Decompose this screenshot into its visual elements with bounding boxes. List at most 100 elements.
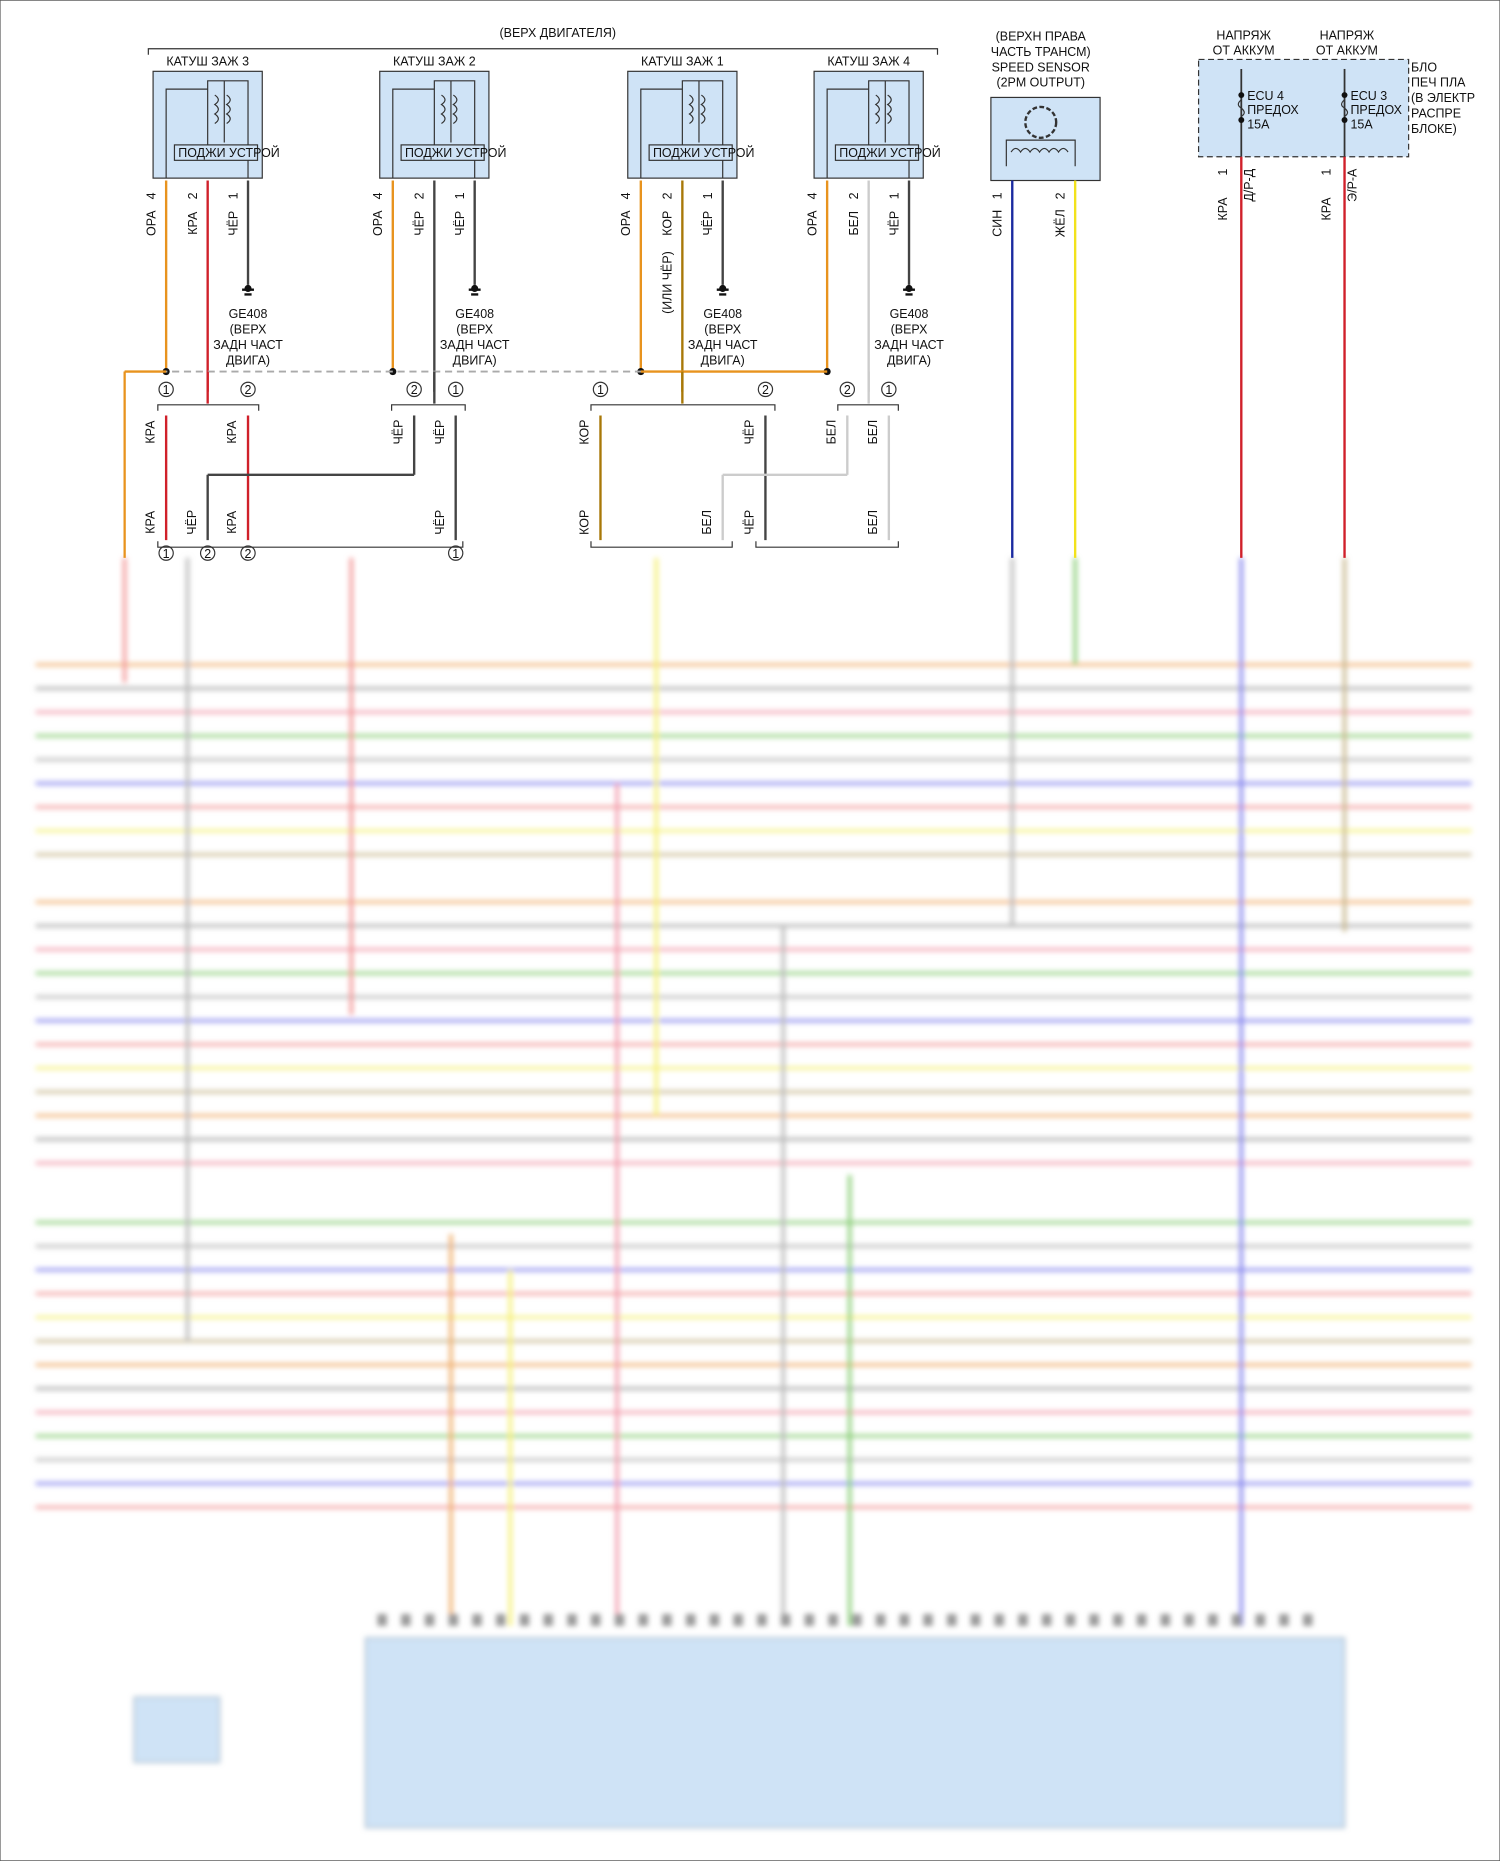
device-bg xyxy=(400,144,485,161)
label: ДВИГА) xyxy=(453,353,497,367)
pin xyxy=(1184,1614,1194,1626)
ecu-box xyxy=(364,1637,1346,1829)
label: 1 xyxy=(453,192,467,199)
pin xyxy=(1160,1614,1171,1626)
pin xyxy=(1208,1614,1218,1626)
label: 1 xyxy=(452,547,459,561)
label: 1 xyxy=(887,192,901,199)
pin xyxy=(1089,1614,1099,1626)
bracket xyxy=(147,48,939,55)
label: (В ЭЛЕКТР xyxy=(1411,91,1475,105)
label: 1 xyxy=(991,192,1005,199)
label: ОРА xyxy=(371,210,385,236)
label: БЛОКЕ) xyxy=(1411,122,1457,136)
sensor-box xyxy=(990,96,1101,182)
label: НАПРЯЖ xyxy=(1216,28,1271,42)
connector-pin xyxy=(199,545,216,561)
pin xyxy=(638,1614,648,1626)
label: ПРЕДОХ xyxy=(1247,103,1299,117)
label: ПЕЧ ПЛА xyxy=(1411,76,1466,90)
label: ЧЁР xyxy=(391,420,405,445)
connector-pin xyxy=(757,381,774,398)
pin xyxy=(1113,1614,1123,1626)
pin xyxy=(1018,1614,1028,1626)
label: ОРА xyxy=(144,210,158,236)
label: КРА xyxy=(1319,197,1333,221)
pin xyxy=(899,1614,910,1626)
connector-pin xyxy=(240,381,256,398)
pin xyxy=(1303,1614,1313,1626)
pin xyxy=(828,1614,838,1626)
label: ЧЁР xyxy=(887,211,901,236)
pin xyxy=(733,1614,743,1626)
pin xyxy=(1136,1614,1147,1626)
fuse-dot xyxy=(1238,92,1245,99)
label: БЕЛ xyxy=(824,420,838,445)
label: ДВИГА) xyxy=(887,353,931,367)
pin xyxy=(780,1614,791,1626)
bracket xyxy=(837,404,899,411)
connector-pin xyxy=(406,381,422,398)
ground-dot xyxy=(905,284,913,293)
label: БЕЛ xyxy=(847,211,861,236)
label: ECU 3 xyxy=(1350,89,1387,103)
label: ПОДЖИ УСТРОЙ xyxy=(178,145,279,160)
label: РАСПРЕ xyxy=(1411,107,1461,121)
label: 2 xyxy=(245,383,252,397)
pin xyxy=(804,1614,815,1626)
pin xyxy=(543,1614,554,1626)
label: (ВЕРХ ДВИГАТЕЛЯ) xyxy=(500,26,616,40)
label: ЗАДН ЧАСТ xyxy=(688,338,758,352)
label: (ВЕРХ xyxy=(704,323,742,337)
pin xyxy=(923,1614,933,1626)
pin xyxy=(1255,1614,1266,1626)
pin xyxy=(757,1614,767,1626)
pin xyxy=(472,1614,482,1626)
label: КАТУШ ЗАЖ 1 xyxy=(641,54,724,68)
pin xyxy=(970,1614,981,1626)
pin xyxy=(519,1614,530,1626)
label: 2 xyxy=(844,383,851,397)
sensor-coil xyxy=(1005,139,1076,167)
label: 2 xyxy=(245,547,252,561)
label: 2 xyxy=(1053,192,1067,199)
label: ЗАДН ЧАСТ xyxy=(213,338,283,352)
label: КРА xyxy=(143,420,157,444)
pin xyxy=(662,1614,672,1626)
pin xyxy=(875,1614,886,1626)
label: 1 xyxy=(163,383,170,397)
label: СИН xyxy=(991,210,1005,237)
pin xyxy=(448,1614,459,1626)
fuse-dot xyxy=(1238,117,1245,123)
label: 2 xyxy=(411,383,418,397)
pin xyxy=(709,1614,720,1626)
label: БЛО xyxy=(1411,60,1437,74)
label: ЧЁР xyxy=(433,420,447,445)
pin xyxy=(946,1614,957,1626)
ground-dot xyxy=(471,284,479,293)
label: КАТУШ ЗАЖ 4 xyxy=(827,54,910,68)
label: 1 xyxy=(1319,169,1333,176)
label: ЗАДН ЧАСТ xyxy=(440,338,510,352)
sensor-wheel xyxy=(1024,105,1058,139)
connector-pin xyxy=(447,381,464,398)
label: 1 xyxy=(452,383,459,397)
label: 2 xyxy=(847,192,861,199)
label: ПОДЖИ УСТРОЙ xyxy=(653,145,754,160)
label: ОТ АККУМ xyxy=(1213,44,1275,58)
label: (ВЕРХ xyxy=(456,323,494,337)
label: 2 xyxy=(186,192,200,199)
label: ЧЁР xyxy=(226,211,240,236)
connector-pin xyxy=(592,381,609,398)
ground-dot xyxy=(719,284,727,293)
label: КОР xyxy=(578,420,592,445)
label: SPEED SENSOR xyxy=(992,60,1090,74)
label: 15A xyxy=(1247,117,1270,131)
label: ОТ АККУМ xyxy=(1316,44,1378,58)
label: 1 xyxy=(597,383,604,397)
pin xyxy=(1279,1614,1289,1626)
label: (ИЛИ ЧЁР) xyxy=(661,251,675,314)
pin xyxy=(614,1614,625,1626)
